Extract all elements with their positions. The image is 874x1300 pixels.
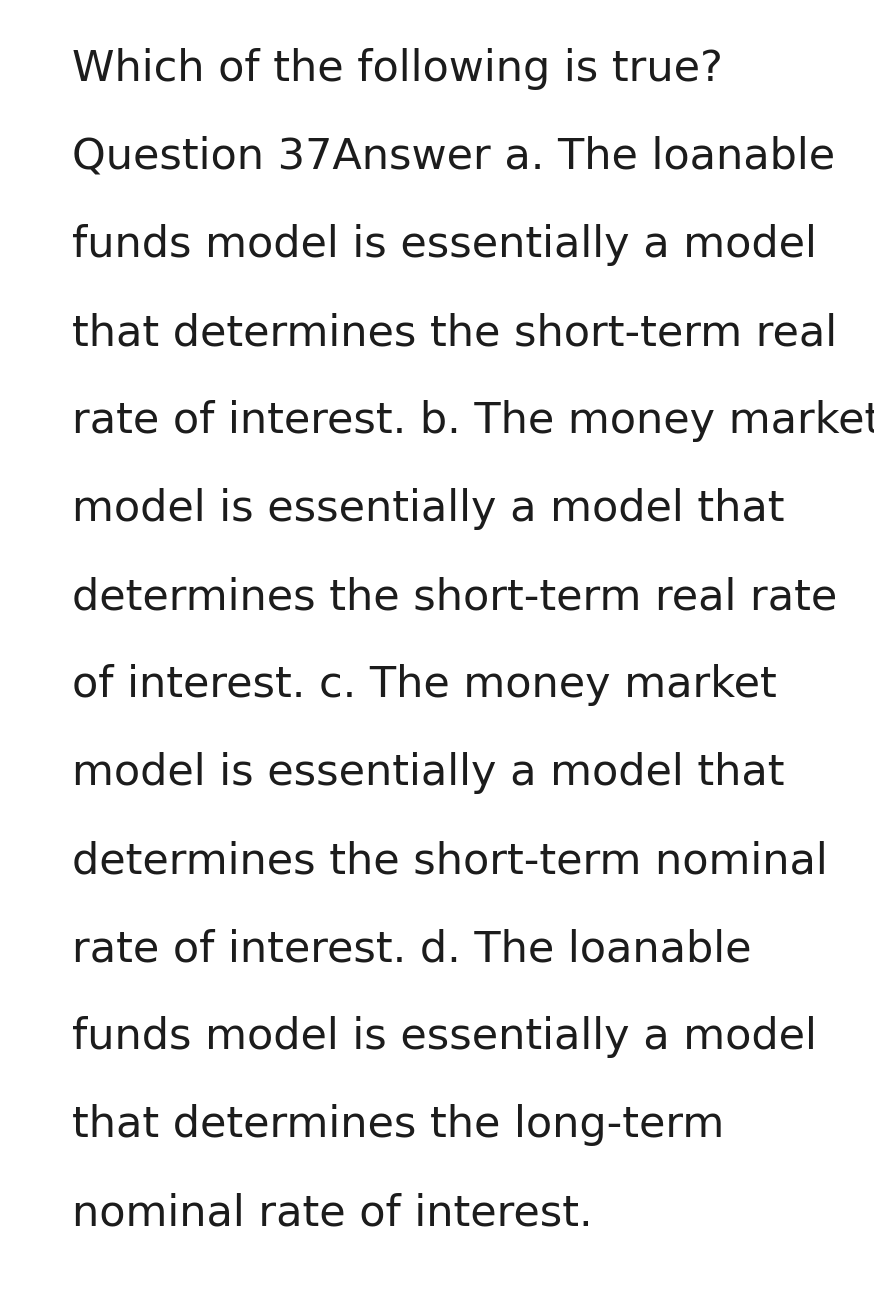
Text: nominal rate of interest.: nominal rate of interest. xyxy=(72,1192,593,1234)
Text: Which of the following is true?: Which of the following is true? xyxy=(72,48,723,90)
Text: model is essentially a model that: model is essentially a model that xyxy=(72,751,785,794)
Text: model is essentially a model that: model is essentially a model that xyxy=(72,488,785,530)
Text: rate of interest. d. The loanable: rate of interest. d. The loanable xyxy=(72,928,752,970)
Text: Question 37Answer a. The loanable: Question 37Answer a. The loanable xyxy=(72,136,836,178)
Text: funds model is essentially a model: funds model is essentially a model xyxy=(72,1017,817,1058)
Text: that determines the short-term real: that determines the short-term real xyxy=(72,312,837,354)
Text: of interest. c. The money market: of interest. c. The money market xyxy=(72,664,777,706)
Text: rate of interest. b. The money market: rate of interest. b. The money market xyxy=(72,400,874,442)
Text: that determines the long-term: that determines the long-term xyxy=(72,1104,725,1147)
Text: funds model is essentially a model: funds model is essentially a model xyxy=(72,224,817,266)
Text: determines the short-term nominal: determines the short-term nominal xyxy=(72,840,828,881)
Text: determines the short-term real rate: determines the short-term real rate xyxy=(72,576,837,618)
